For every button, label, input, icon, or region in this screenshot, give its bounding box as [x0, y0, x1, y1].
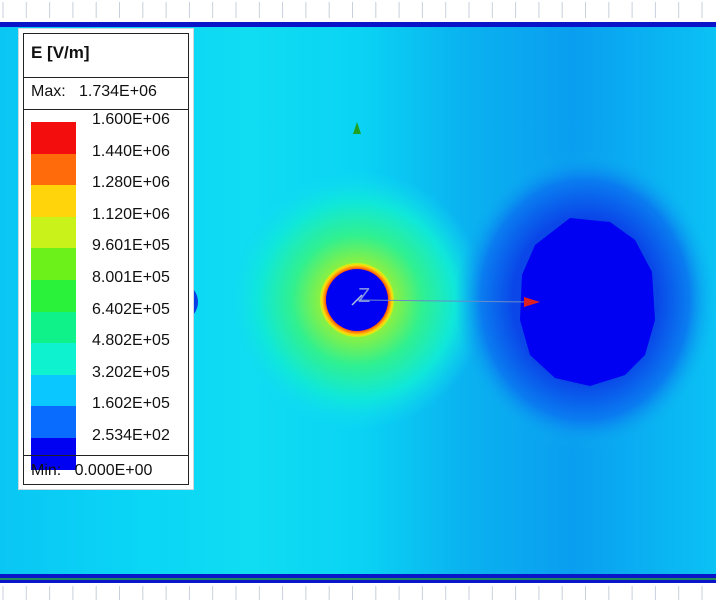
legend-frame: E [V/m] Max: 1.734E+06 1.600E+06 1.440E+0… — [23, 33, 189, 485]
legend-separator-bottom — [24, 455, 188, 456]
legend-title: E [V/m] — [31, 43, 90, 62]
legend-tick-label: 1.120E+06 — [92, 205, 170, 223]
z-axis-label: Z — [358, 285, 370, 307]
z-axis-line — [351, 294, 363, 306]
color-legend: E [V/m] Max: 1.734E+06 1.600E+06 1.440E+0… — [18, 28, 194, 490]
legend-tick-label: 1.440E+06 — [92, 142, 170, 160]
legend-swatch — [31, 311, 76, 344]
legend-max: Max: 1.734E+06 — [31, 83, 157, 101]
legend-swatch — [31, 374, 76, 407]
legend-swatch — [31, 122, 76, 154]
legend-swatch — [31, 280, 76, 312]
top-boundary-blue — [0, 21, 716, 27]
legend-min-value: 0.000E+00 — [74, 462, 153, 479]
legend-swatch — [31, 185, 76, 218]
legend-tick-label: 1.280E+06 — [92, 174, 170, 192]
legend-swatch — [31, 406, 76, 439]
legend-separator-top — [24, 77, 188, 78]
legend-tick-label: 1.600E+06 — [92, 111, 170, 128]
top-ruler — [0, 0, 716, 22]
legend-max-label: Max: — [31, 83, 66, 100]
legend-tick-label: 6.402E+05 — [92, 300, 170, 318]
axis-line — [356, 299, 531, 303]
legend-tick-label: 9.601E+05 — [92, 237, 170, 255]
legend-swatch — [31, 438, 76, 470]
legend-tick-label: 1.602E+05 — [92, 395, 170, 413]
legend-tick-label: 8.001E+05 — [92, 269, 170, 286]
legend-swatch — [31, 248, 76, 281]
legend-max-value: 1.734E+06 — [79, 83, 157, 100]
bottom-boundary-blue — [0, 574, 716, 578]
legend-min: Min: 0.000E+00 — [31, 462, 152, 480]
legend-swatch — [31, 216, 76, 249]
legend-tick-label: 2.534E+02 — [92, 427, 170, 444]
legend-tick-label: 3.202E+05 — [92, 363, 170, 381]
legend-separator-mid — [24, 109, 188, 110]
legend-min-label: Min: — [31, 462, 62, 479]
bottom-boundary-blue-2 — [0, 580, 716, 583]
bottom-boundary-green — [0, 578, 716, 580]
bottom-ruler — [0, 586, 716, 604]
right-conductor — [520, 218, 655, 386]
legend-tick-label: 4.802E+05 — [92, 332, 170, 350]
y-axis-arrow — [353, 122, 361, 134]
legend-swatch — [31, 343, 76, 376]
x-axis-arrow — [524, 297, 540, 307]
legend-swatch — [31, 153, 76, 186]
